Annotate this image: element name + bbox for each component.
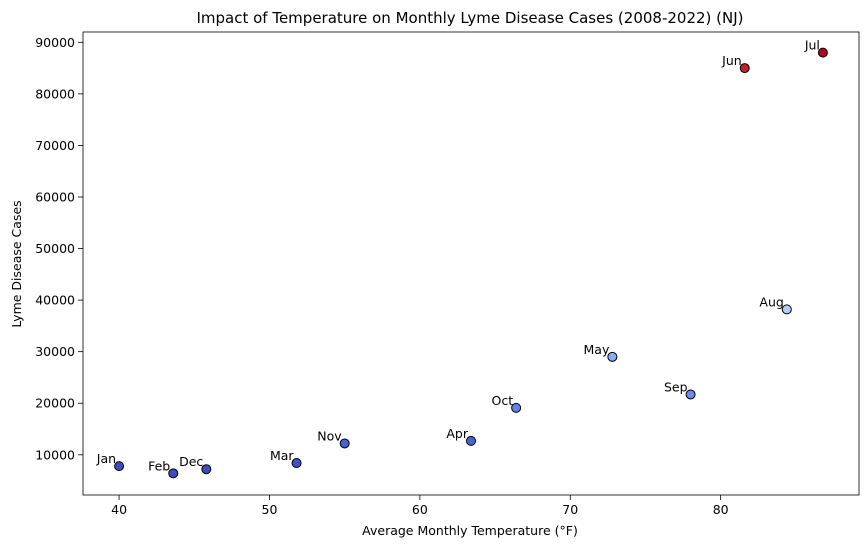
- x-tick-label: 80: [713, 502, 729, 517]
- point-label-jul: Jul: [804, 38, 820, 53]
- data-point-may: [607, 351, 618, 362]
- x-tick-label: 70: [562, 502, 578, 517]
- point-label-jan: Jan: [96, 451, 116, 466]
- y-tick-label: 20000: [35, 396, 75, 411]
- data-point-nov: [339, 438, 350, 449]
- point-label-mar: Mar: [270, 448, 294, 463]
- data-point-mar: [291, 458, 302, 469]
- data-point-aug: [781, 304, 792, 315]
- plot-area: 40 50 60 70 80 10000 20000 30000 40000 50000 60000…: [35, 31, 860, 517]
- point-label-sep: Sep: [664, 379, 688, 394]
- point-label-jun: Jun: [721, 53, 742, 68]
- y-tick-label: 90000: [35, 35, 75, 50]
- chart-title: Impact of Temperature on Monthly Lyme Di…: [196, 9, 743, 27]
- point-label-nov: Nov: [317, 428, 342, 443]
- x-tick-label: 40: [111, 502, 127, 517]
- point-label-oct: Oct: [491, 393, 513, 408]
- point-label-feb: Feb: [148, 458, 170, 473]
- data-point-oct: [511, 402, 522, 413]
- point-label-aug: Aug: [759, 294, 783, 309]
- y-axis-title: Lyme Disease Cases: [9, 200, 24, 327]
- x-tick-label: 60: [412, 502, 428, 517]
- y-tick-label: 30000: [35, 344, 75, 359]
- data-point-jul: [817, 47, 828, 58]
- plot-frame: [82, 31, 860, 496]
- x-axis-title: Average Monthly Temperature (°F): [362, 523, 578, 538]
- data-point-sep: [685, 389, 696, 400]
- y-tick-label: 80000: [35, 86, 75, 101]
- data-point-jan: [114, 461, 125, 472]
- x-tick-label: 50: [262, 502, 278, 517]
- y-tick-label: 50000: [35, 241, 75, 256]
- point-label-may: May: [584, 342, 610, 357]
- point-label-apr: Apr: [446, 426, 468, 441]
- y-tick-label: 70000: [35, 138, 75, 153]
- y-tick-label: 10000: [35, 447, 75, 462]
- data-point-apr: [466, 435, 476, 446]
- data-point-dec: [201, 464, 212, 475]
- y-tick-label: 40000: [35, 293, 75, 308]
- data-point-jun: [739, 63, 750, 74]
- data-point-feb: [168, 468, 179, 479]
- point-label-dec: Dec: [179, 454, 203, 469]
- y-tick-label: 60000: [35, 189, 75, 204]
